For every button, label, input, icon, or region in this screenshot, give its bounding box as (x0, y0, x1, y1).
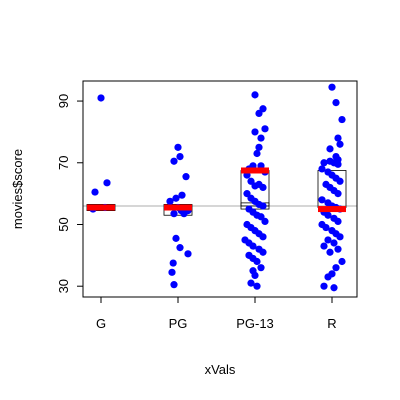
data-point (334, 190, 342, 198)
mean-marker-R (318, 206, 346, 213)
data-point (257, 264, 265, 272)
data-point (328, 83, 336, 91)
data-point (324, 211, 332, 219)
data-point (324, 236, 332, 244)
y-tick-label: 70 (56, 156, 71, 170)
data-point (251, 271, 259, 279)
data-point (326, 248, 334, 256)
y-axis-label: movies$score (10, 149, 25, 229)
x-tick-label: PG (169, 316, 188, 331)
data-point (334, 160, 342, 168)
data-point (322, 223, 330, 232)
data-point (326, 145, 334, 153)
data-point (172, 234, 180, 242)
data-point (176, 244, 184, 252)
data-point (253, 282, 261, 290)
data-point (338, 115, 346, 124)
data-point (166, 197, 174, 205)
data-point (320, 159, 328, 167)
y-tick-label: 30 (56, 279, 71, 293)
data-point (318, 165, 326, 173)
data-point (332, 99, 340, 107)
data-point (261, 125, 269, 133)
data-point (320, 282, 328, 290)
mean-marker-PG-13 (241, 167, 269, 174)
data-point (170, 210, 178, 218)
data-point (259, 105, 267, 113)
data-point (253, 149, 261, 158)
mean-marker-G (87, 204, 115, 211)
data-point (251, 128, 259, 136)
data-point (169, 259, 177, 267)
data-point (253, 257, 261, 266)
data-point (324, 273, 332, 281)
x-axis-label: xVals (205, 362, 236, 377)
x-tick-label: PG-13 (236, 316, 274, 331)
data-point (176, 153, 184, 161)
data-point (318, 196, 326, 204)
x-tick-label: R (327, 316, 336, 331)
y-tick-label: 90 (56, 94, 71, 108)
data-point (259, 183, 267, 192)
data-point (338, 257, 346, 266)
y-tick-label: 50 (56, 217, 71, 231)
data-point (178, 191, 186, 199)
data-point (334, 134, 342, 142)
data-point (182, 173, 190, 181)
data-point (336, 140, 344, 148)
data-point (172, 194, 180, 202)
data-point (334, 217, 342, 225)
plot-frame (82, 80, 358, 298)
data-point (103, 179, 111, 187)
data-point (97, 94, 105, 102)
data-point (255, 143, 263, 151)
data-point (170, 281, 178, 289)
data-point (257, 134, 265, 142)
data-point (259, 248, 267, 256)
data-point (174, 143, 182, 151)
data-point (251, 91, 259, 99)
data-point (184, 250, 192, 258)
data-point (259, 202, 267, 210)
data-point (332, 264, 340, 272)
data-point (261, 217, 269, 225)
data-point (91, 188, 99, 196)
x-tick-label: G (96, 316, 106, 331)
data-point (170, 157, 178, 165)
data-point (330, 284, 338, 292)
data-point (168, 268, 176, 276)
mean-marker-PG (164, 204, 192, 211)
data-point (336, 177, 344, 185)
data-point (247, 279, 255, 287)
data-point (320, 242, 328, 250)
data-point (259, 233, 267, 241)
data-point (330, 239, 338, 247)
data-point (336, 233, 344, 241)
data-point (249, 242, 257, 250)
data-point (334, 245, 342, 253)
